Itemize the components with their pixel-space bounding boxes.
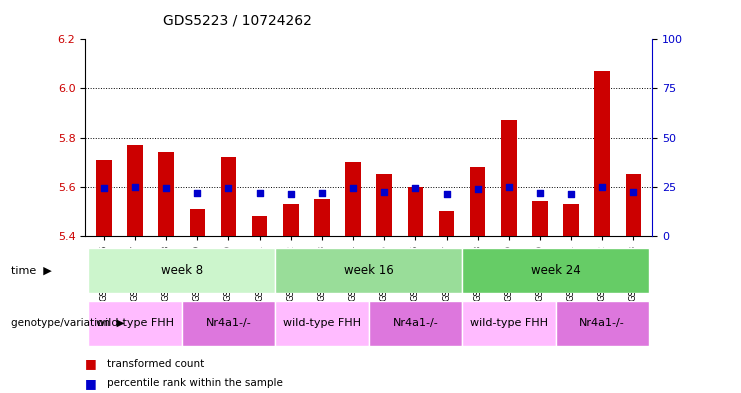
Text: week 24: week 24 [531,264,580,277]
Bar [252,216,268,236]
Bar [625,174,641,236]
Point [597,184,608,190]
Text: GDS5223 / 10724262: GDS5223 / 10724262 [163,14,312,28]
Point [129,184,141,190]
Bar [190,209,205,236]
Bar [368,301,462,346]
Bar [221,157,236,236]
Point [534,190,546,196]
Text: ■: ■ [85,376,97,390]
Text: transformed count: transformed count [107,358,205,369]
Point [98,185,110,191]
Point [410,185,422,191]
Point [565,191,577,197]
Point [222,185,234,191]
Point [253,190,265,196]
Text: week 8: week 8 [161,264,203,277]
Bar [439,211,454,236]
Text: Nr4a1-/-: Nr4a1-/- [579,318,625,328]
Bar [127,145,143,236]
Text: ■: ■ [85,357,97,370]
Text: percentile rank within the sample: percentile rank within the sample [107,378,283,388]
Bar [283,204,299,236]
Bar [532,202,548,236]
Bar [594,71,610,236]
Bar [556,301,649,346]
Bar [563,204,579,236]
Point [160,185,172,191]
Bar [275,248,462,293]
Point [347,185,359,191]
Bar [314,199,330,236]
Bar [470,167,485,236]
Point [191,190,203,196]
Point [503,184,515,190]
Bar [275,301,368,346]
Bar [462,301,556,346]
Bar [462,248,649,293]
Text: wild-type FHH: wild-type FHH [283,318,361,328]
Text: genotype/variation  ▶: genotype/variation ▶ [11,318,124,328]
Point [285,191,296,197]
Text: wild-type FHH: wild-type FHH [470,318,548,328]
Text: Nr4a1-/-: Nr4a1-/- [393,318,438,328]
Point [316,190,328,196]
Bar [159,152,174,236]
Bar [376,174,392,236]
Point [379,189,391,195]
Text: Nr4a1-/-: Nr4a1-/- [205,318,251,328]
Bar [182,301,275,346]
Bar [408,187,423,236]
Bar [88,301,182,346]
Text: wild-type FHH: wild-type FHH [96,318,174,328]
Bar [501,120,516,236]
Bar [96,160,112,236]
Point [472,185,484,192]
Point [441,191,453,197]
Text: week 16: week 16 [344,264,393,277]
Bar [345,162,361,236]
Bar [88,248,275,293]
Text: time  ▶: time ▶ [11,265,52,275]
Point [628,189,639,195]
